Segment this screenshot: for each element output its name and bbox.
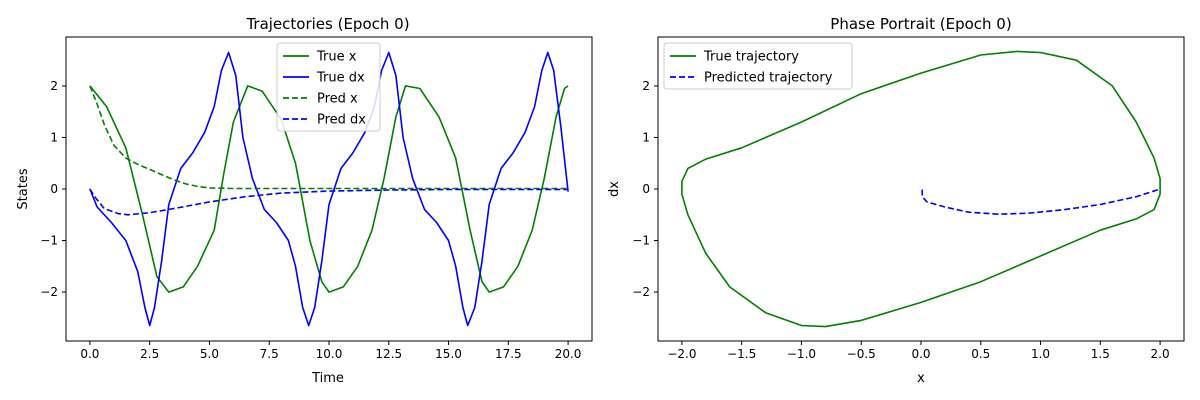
- x-tick-label: −1.5: [727, 347, 756, 361]
- legend-frame: [276, 42, 381, 132]
- y-tick-label: 1: [50, 130, 58, 144]
- series-line-pred-x: [89, 85, 569, 190]
- x-tick-label: −0.5: [847, 347, 876, 361]
- series-line-true-dx: [89, 51, 569, 327]
- chart-title: Phase Portrait (Epoch 0): [830, 15, 1011, 33]
- ticks: 0.0 2.5 5.0 7.5 10.0 12.5 15.0 17.5 20.0 −2 −1 0 1 2: [40, 79, 581, 361]
- x-tick-label: 2.5: [140, 347, 159, 361]
- trajectories-chart: Trajectories (Epoch 0) 0.0 2.5 5.0 7.5 10.0 1…: [16, 15, 593, 386]
- y-tick-label: −2: [632, 285, 650, 299]
- y-tick-label: −1: [40, 234, 58, 248]
- x-tick-label: 5.0: [200, 347, 219, 361]
- legend-label: True dx: [316, 71, 365, 86]
- x-tick-label: −2.0: [667, 347, 696, 361]
- y-tick-label: 2: [50, 79, 58, 93]
- x-tick-label: 20.0: [555, 347, 582, 361]
- x-tick-label: 17.5: [495, 347, 522, 361]
- x-axis-label: x: [917, 371, 925, 386]
- x-tick-label: 10.0: [316, 347, 343, 361]
- x-tick-label: 1.5: [1091, 347, 1110, 361]
- series-line-pred-dx: [89, 188, 569, 216]
- x-tick-label: −1.0: [787, 347, 816, 361]
- x-tick-label: 0.5: [971, 347, 990, 361]
- y-tick-label: 2: [642, 79, 650, 93]
- legend-label: Predicted trajectory: [704, 71, 833, 86]
- y-tick-label: −1: [632, 234, 650, 248]
- legend-label: True x: [316, 50, 357, 65]
- phase-portrait-chart: Phase Portrait (Epoch 0) −2.0 −1.5 −1.0 −0.…: [607, 15, 1185, 386]
- x-tick-label: 12.5: [375, 347, 402, 361]
- series-line-true-x: [89, 85, 569, 293]
- y-tick-label: 0: [642, 182, 650, 196]
- x-tick-label: 0.0: [911, 347, 930, 361]
- y-axis-label: dx: [607, 181, 622, 197]
- y-tick-label: 0: [50, 182, 58, 196]
- ticks: −2.0 −1.5 −1.0 −0.5 0.0 0.5 1.0 1.5 2.0 −2 −1 0 1 2: [632, 79, 1169, 361]
- x-tick-label: 15.0: [435, 347, 462, 361]
- legend: True x True dx Pred x Pred dx: [276, 42, 381, 132]
- y-tick-label: −2: [40, 285, 58, 299]
- x-tick-label: 0.0: [80, 347, 99, 361]
- series-line-true-trajectory: [681, 50, 1161, 328]
- x-tick-label: 1.0: [1031, 347, 1050, 361]
- plot-area: [89, 51, 569, 327]
- plot-area: [681, 50, 1161, 328]
- legend-label: True trajectory: [703, 50, 799, 65]
- legend-label: Pred dx: [317, 113, 366, 128]
- series-line-predicted-trajectory: [921, 188, 1161, 215]
- y-tick-label: 1: [642, 130, 650, 144]
- x-tick-label: 7.5: [260, 347, 279, 361]
- chart-title: Trajectories (Epoch 0): [245, 15, 409, 33]
- y-axis-label: States: [16, 168, 31, 209]
- legend-label: Pred x: [317, 92, 358, 107]
- legend-frame: [663, 42, 853, 90]
- legend: True trajectory Predicted trajectory: [663, 42, 853, 90]
- x-tick-label: 2.0: [1151, 347, 1170, 361]
- x-axis-label: Time: [311, 371, 344, 386]
